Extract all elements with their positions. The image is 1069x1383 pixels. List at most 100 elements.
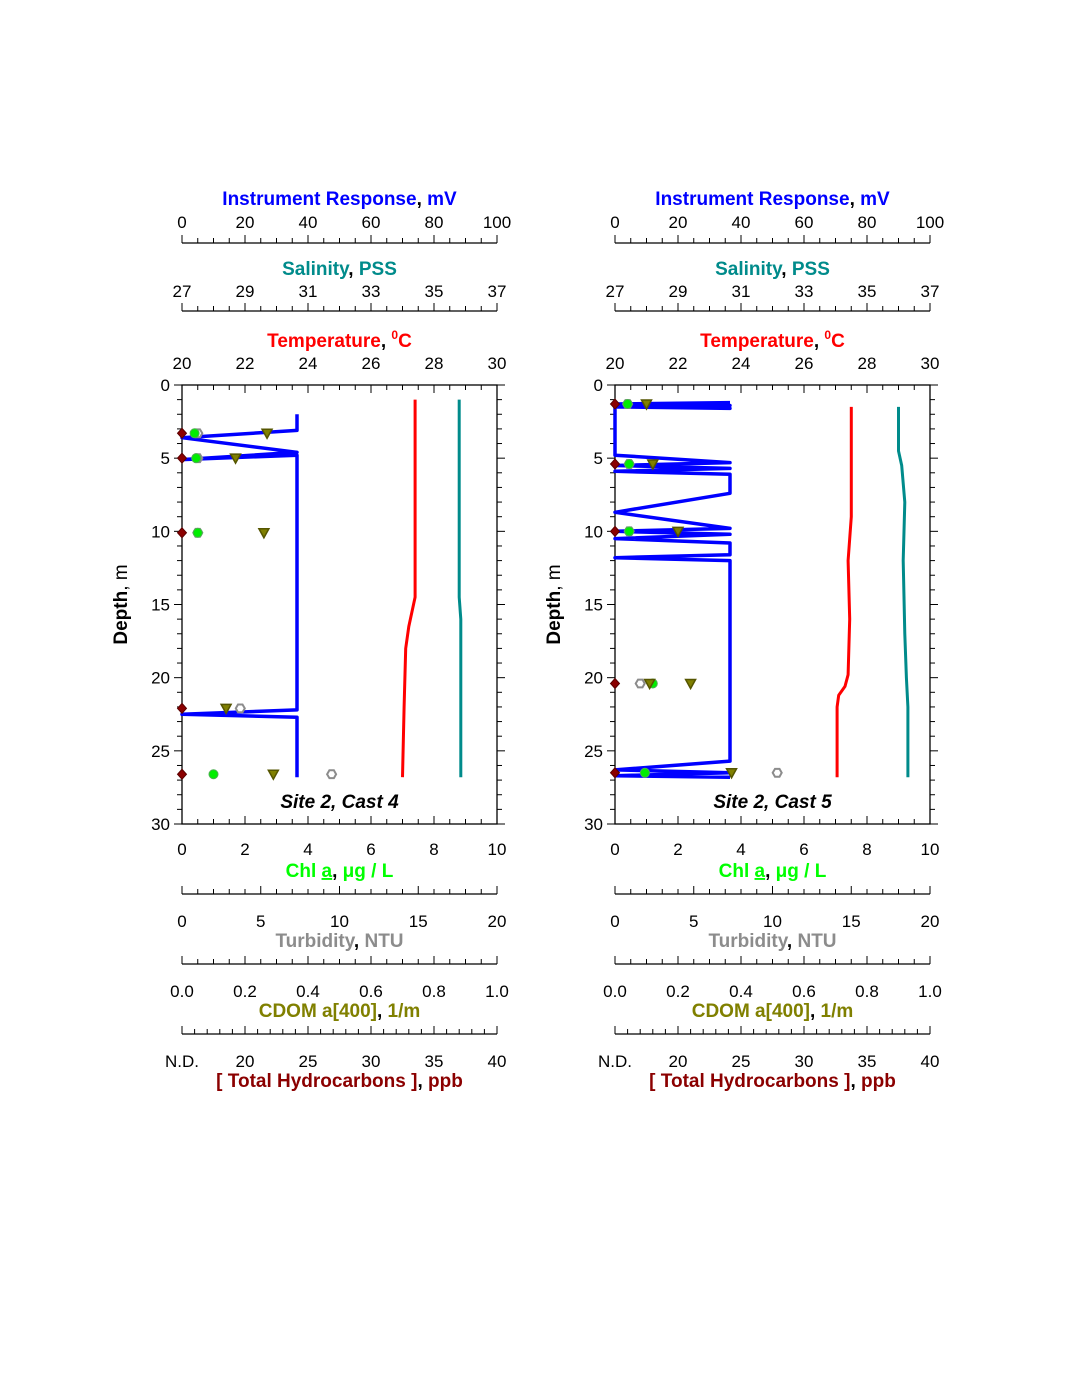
depth-tick-label: 5 (594, 449, 603, 468)
temp-tick-label: 30 (488, 354, 507, 373)
sal-tick-label: 31 (732, 282, 751, 301)
thc-tick-label: 40 (921, 1052, 940, 1071)
turb-tick-label: 5 (689, 912, 698, 931)
turbidity-marker (634, 678, 646, 689)
cdom-marker (646, 459, 660, 471)
depth-axis-title: Depth, m (544, 564, 565, 644)
ir-profile-line (613, 400, 732, 779)
sal-axis-unit: PSS (359, 259, 397, 280)
chl-tick-label: 4 (303, 840, 312, 859)
cdom-tick-label: 0.0 (603, 982, 627, 1001)
cdom-tick-label: 0.4 (729, 982, 753, 1001)
thc-marker (176, 768, 188, 780)
depth-tick-label: 20 (584, 669, 603, 688)
ir-axis-title: Instrument Response, mV (222, 189, 457, 210)
depth-axis-separator: , (544, 580, 565, 591)
thc-marker (176, 452, 188, 464)
thc-marker (176, 527, 188, 539)
turb-axis-title: Turbidity, NTU (275, 931, 403, 952)
ir-profile-line (180, 414, 299, 778)
temp-tick-label: 26 (362, 354, 381, 373)
cdom-tick-label: 1.0 (485, 982, 509, 1001)
thc-marker (609, 525, 621, 538)
cdom-tick-label: 0.0 (170, 982, 194, 1001)
cdom-marker (640, 399, 653, 411)
cdom-marker (267, 769, 280, 781)
turb-axis-unit: NTU (364, 931, 403, 952)
chl-axis-title: Chl a, μg / L (719, 861, 827, 882)
temp-tick-label: 20 (606, 354, 625, 373)
cdom-axis-title: CDOM a[400], 1/m (259, 1001, 421, 1022)
thc-axis-name: [ Total Hydrocarbons ] (649, 1071, 850, 1092)
thc-marker (609, 398, 621, 410)
cdom-axis-unit: 1/m (821, 1001, 854, 1022)
chl-axis-title: Chl a, μg / L (286, 861, 394, 882)
cdom-axis-title: CDOM a[400], 1/m (692, 1001, 854, 1022)
cdom-tick-label: 0.8 (855, 982, 879, 1001)
temp-tick-label: 28 (425, 354, 444, 373)
sal-profile-line (457, 399, 463, 778)
chl-marker (192, 527, 203, 538)
sal-tick-label: 33 (362, 282, 381, 301)
ir-tick-label: 40 (732, 213, 751, 232)
cdom-marker (219, 703, 233, 715)
thc-tick-label: 35 (858, 1052, 877, 1071)
turb-tick-label: 0 (177, 912, 186, 931)
cdom-marker (229, 453, 242, 465)
ir-tick-label: 100 (483, 213, 511, 232)
chl-marker (622, 399, 633, 410)
depth-tick-label: 30 (151, 815, 170, 834)
sal-axis-title: Salinity, PSS (715, 259, 830, 280)
chl-tick-label: 10 (488, 840, 507, 859)
cdom-tick-label: 0.2 (233, 982, 257, 1001)
temp-axis-unit-sup: 0 (391, 328, 398, 342)
ir-tick-label: 0 (610, 213, 619, 232)
cdom-marker (643, 678, 656, 691)
ir-tick-label: 100 (916, 213, 944, 232)
temp-axis-name: Temperature (267, 331, 381, 352)
cdom-tick-label: 0.6 (359, 982, 383, 1001)
chl-tick-label: 2 (240, 840, 249, 859)
ir-tick-label: 60 (795, 213, 814, 232)
turb-tick-label: 15 (409, 912, 428, 931)
cdom-marker (260, 428, 274, 440)
thc-marker (176, 427, 188, 440)
ir-tick-label: 20 (236, 213, 255, 232)
chl-marker (208, 769, 219, 780)
turb-axis-name: Turbidity (275, 931, 355, 952)
thc-axis-unit: ppb (428, 1071, 463, 1092)
chl-marker (191, 453, 202, 464)
temp-axis-title: Temperature, 0C (700, 328, 845, 352)
ir-tick-label: 80 (425, 213, 444, 232)
chl-tick-label: 8 (862, 840, 871, 859)
chl-axis-name: Chl (719, 861, 755, 882)
sal-axis-separator: , (781, 259, 792, 280)
turb-axis-separator: , (354, 931, 365, 952)
chl-axis-name-underline: a (755, 861, 766, 882)
ir-axis-name: Instrument Response (655, 189, 849, 210)
thc-tick-label: 25 (299, 1052, 318, 1071)
thc-tick-label: 40 (488, 1052, 507, 1071)
thc-axis-separator: , (417, 1071, 428, 1092)
thc-tick-label: 30 (362, 1052, 381, 1071)
cdom-marker (725, 768, 738, 780)
temp-axis-unit: C (398, 331, 412, 352)
ir-tick-label: 40 (299, 213, 318, 232)
temp-axis-unit-sup: 0 (824, 328, 831, 342)
turb-axis-title: Turbidity, NTU (708, 931, 836, 952)
depth-axis-title: Depth, m (111, 564, 132, 644)
depth-axis-name: Depth (544, 591, 565, 645)
depth-tick-label: 30 (584, 815, 603, 834)
depth-tick-label: 10 (151, 522, 170, 541)
depth-tick-label: 0 (594, 376, 603, 395)
panel-title: Site 2, Cast 4 (280, 792, 399, 813)
thc-tick-label: 20 (669, 1052, 688, 1071)
cdom-tick-label: 0.8 (422, 982, 446, 1001)
thc-tick-label: 35 (425, 1052, 444, 1071)
sal-tick-label: 29 (669, 282, 688, 301)
depth-tick-label: 25 (584, 742, 603, 761)
thc-tick-label: N.D. (598, 1052, 632, 1071)
